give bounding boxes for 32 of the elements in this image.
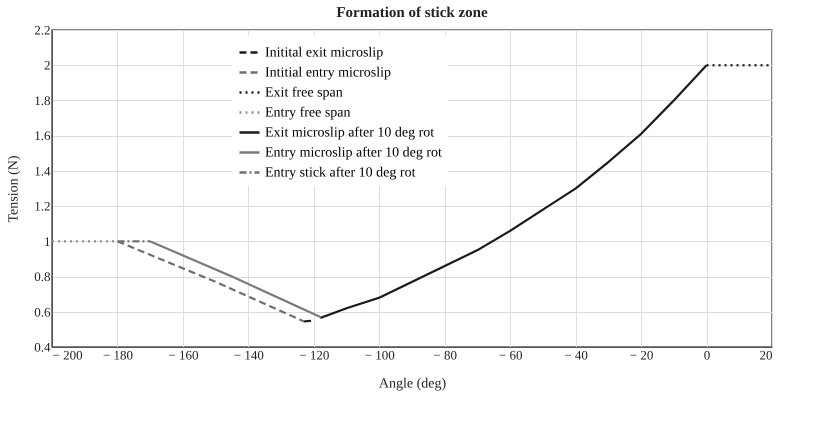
x-tick-label: − 180 (102, 348, 133, 362)
legend-label: Exit microslip after 10 deg rot (265, 126, 434, 140)
x-axis-title: Angle (deg) (378, 376, 446, 392)
y-tick-label: 0.4 (34, 340, 51, 354)
y-tick-label: 1.6 (34, 128, 51, 144)
x-tick-label: 0 (704, 348, 710, 362)
x-tick-label: − 60 (498, 348, 522, 362)
x-tick-label: − 100 (364, 348, 395, 362)
y-tick-label: 1.8 (34, 92, 50, 108)
y-tick-label: 0.6 (34, 304, 51, 320)
x-tick-label: 20 (760, 348, 772, 362)
y-tick-label: 1.2 (34, 198, 50, 214)
x-tick-label: − 200 (52, 348, 83, 362)
y-tick-label: 2 (44, 58, 50, 73)
legend-label: Exit free span (265, 86, 343, 100)
x-tick-label: − 140 (234, 348, 264, 362)
legend-label: Entry stick after 10 deg rot (265, 166, 416, 180)
y-tick-label: 1.4 (34, 163, 51, 178)
legend-label: Entry microslip after 10 deg rot (265, 146, 442, 160)
x-tick-label: − 40 (564, 348, 588, 362)
x-tick-label: − 160 (168, 348, 198, 362)
chart-title: Formation of stick zone (336, 5, 488, 21)
legend-label: Initital exit microslip (265, 46, 384, 60)
y-tick-label: 0.8 (34, 269, 50, 284)
legend-label: Entry free span (265, 106, 351, 120)
x-tick-label: − 20 (630, 348, 654, 362)
legend-label: Intitial entry microslip (265, 66, 391, 80)
y-tick-label: 1 (44, 234, 50, 249)
y-axis-title: Tension (N) (6, 155, 22, 223)
x-tick-label: − 120 (299, 348, 330, 362)
y-tick-label: 2.2 (34, 22, 50, 38)
x-tick-label: − 80 (433, 348, 458, 362)
